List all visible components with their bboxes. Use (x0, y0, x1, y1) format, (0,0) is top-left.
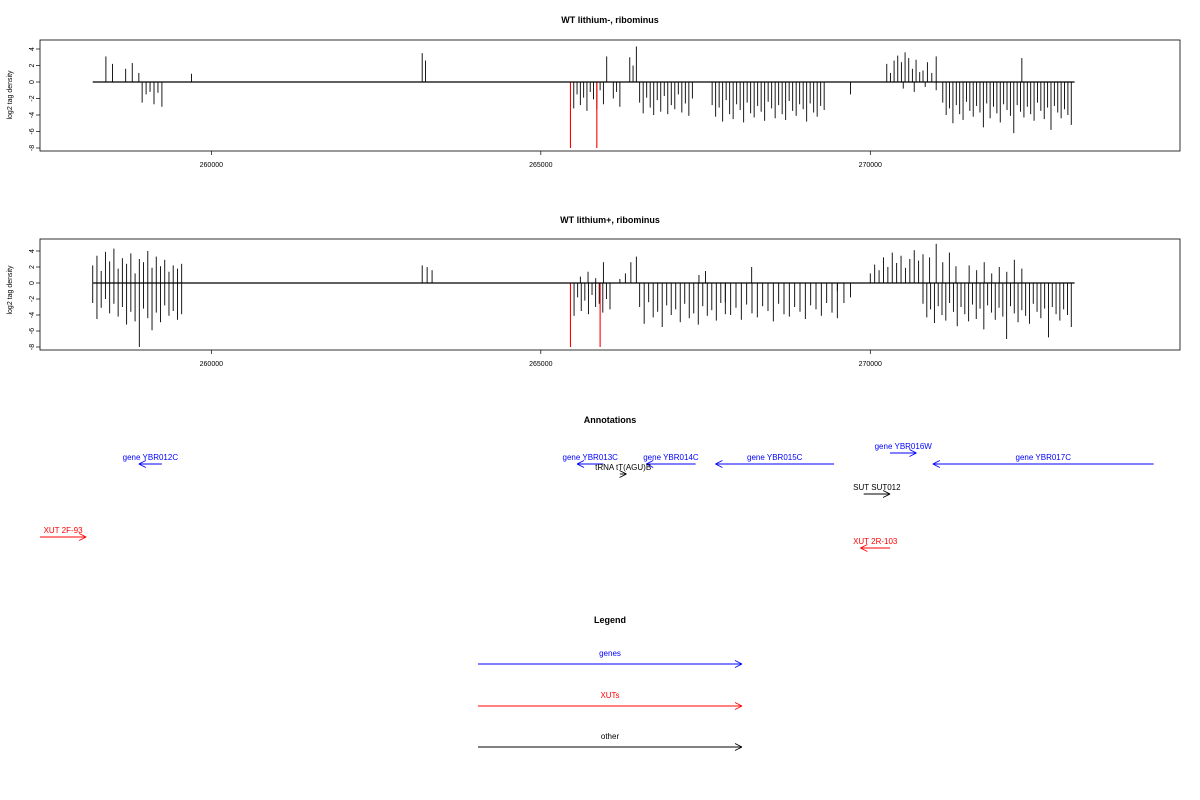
feature-arrow (890, 449, 917, 457)
feature-arrow (860, 544, 891, 552)
feature-arrow (646, 460, 696, 468)
panel-lithium-plus: WT lithium+, ribominus log2 tag density … (7, 215, 1181, 368)
feature-arrow (863, 490, 891, 498)
feature-label: tRNA tT(AGU)B (595, 463, 651, 472)
y-tick-label: 0 (29, 80, 36, 84)
legend-title: Legend (594, 615, 626, 625)
feature-label: gene YBR012C (123, 453, 179, 462)
feature-label: XUT 2R-103 (853, 537, 898, 546)
annotations-title: Annotations (584, 415, 637, 425)
feature-label: gene YBR015C (747, 453, 803, 462)
panel-lithium-minus: WT lithium-, ribominus log2 tag density … (7, 15, 1181, 169)
feature-arrow (138, 460, 162, 468)
y-tick-label: -8 (29, 344, 36, 350)
y-tick-label: 0 (29, 281, 36, 285)
legend-label: other (601, 732, 620, 741)
y-tick-label: -6 (29, 128, 36, 134)
feature-label: gene YBR016W (875, 442, 933, 451)
x-tick-label: 260000 (200, 361, 223, 368)
y-axis: -8 -6 -4 -2 0 2 4 (29, 47, 40, 151)
legend-label: XUTs (600, 691, 619, 700)
legend-panel: Legend genes XUTs other (478, 615, 743, 751)
feature-label: gene YBR017C (1016, 453, 1072, 462)
y-tick-label: -6 (29, 328, 36, 334)
x-tick-label: 260000 (200, 162, 223, 169)
y-tick-label: 4 (29, 47, 36, 51)
y-tick-label: 2 (29, 265, 36, 269)
y-tick-label: 2 (29, 63, 36, 67)
legend-arrow (478, 660, 743, 668)
x-tick-label: 270000 (859, 361, 882, 368)
y-tick-label: -2 (29, 95, 36, 101)
feature-label: gene YBR013C (563, 453, 619, 462)
signal-bars (105, 46, 1072, 148)
legend-entries: genes XUTs other (478, 649, 743, 751)
y-tick-label: -4 (29, 112, 36, 118)
x-tick-label: 265000 (529, 162, 552, 169)
x-tick-label: 265000 (529, 361, 552, 368)
y-tick-label: -2 (29, 296, 36, 302)
panel-title: WT lithium+, ribominus (560, 215, 660, 225)
x-axis: 260000 265000 270000 (200, 350, 882, 368)
y-axis-label: log2 tag density (7, 70, 14, 120)
feature-arrow (932, 460, 1154, 468)
y-tick-label: -8 (29, 145, 36, 151)
plot-frame (39, 238, 1181, 351)
y-tick-label: 4 (29, 249, 36, 253)
feature-arrow (40, 533, 87, 541)
annotations-panel: Annotations gene YBR012C gene YBR013C gene… (40, 415, 1154, 552)
y-axis-label: log2 tag density (7, 265, 14, 315)
signal-bars (92, 243, 1072, 347)
feature-arrow (576, 460, 604, 468)
x-axis: 260000 265000 270000 (200, 151, 882, 169)
panel-title: WT lithium-, ribominus (561, 15, 659, 25)
plot-frame (39, 39, 1181, 152)
feature-arrow (715, 460, 835, 468)
legend-arrow (478, 702, 743, 710)
y-tick-label: -4 (29, 312, 36, 318)
legend-label: genes (599, 649, 621, 658)
feature-label: SUT SUT012 (853, 483, 901, 492)
feature-label: XUT 2F-93 (44, 526, 84, 535)
feature-arrow (619, 470, 627, 478)
annotation-features: gene YBR012C gene YBR013C gene YBR014C gene… (40, 442, 1154, 552)
feature-label: gene YBR014C (643, 453, 699, 462)
y-axis: -8 -6 -4 -2 0 2 4 (29, 249, 40, 350)
legend-arrow (478, 743, 743, 751)
x-tick-label: 270000 (859, 162, 882, 169)
